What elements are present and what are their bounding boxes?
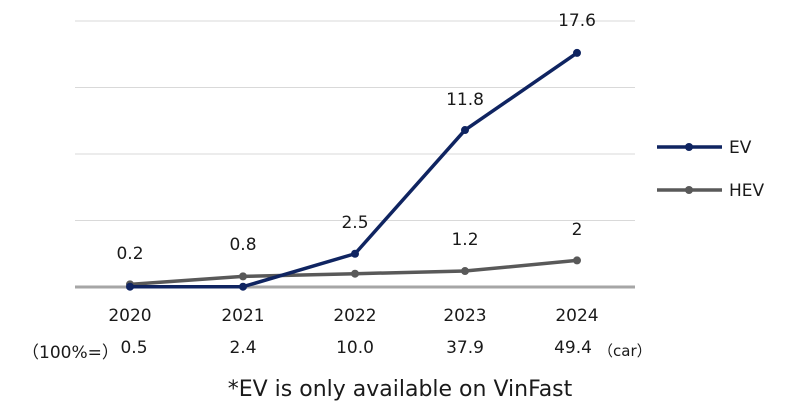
legend: EV HEV bbox=[657, 138, 765, 201]
data-label: 2 bbox=[572, 220, 583, 240]
data-label: 11.8 bbox=[446, 90, 484, 110]
x-tick-label-2022: 2022 bbox=[333, 306, 376, 326]
footnote: *EV is only available on VinFast bbox=[227, 377, 573, 402]
hev-point-2021 bbox=[239, 272, 247, 281]
ev-point-2021 bbox=[239, 282, 247, 291]
x-tick-label-2023: 2023 bbox=[443, 306, 486, 326]
total-value-2020: 0.5 bbox=[120, 338, 148, 358]
totals-unit: （car） bbox=[598, 342, 652, 360]
ev-point-2020 bbox=[126, 282, 134, 291]
data-label: 0.2 bbox=[116, 244, 143, 264]
gridlines bbox=[75, 20, 635, 221]
hev-point-2024 bbox=[573, 256, 581, 265]
ev-point-2023 bbox=[461, 126, 469, 135]
total-value-2021: 2.4 bbox=[229, 338, 257, 358]
x-tick-label-2024: 2024 bbox=[555, 306, 598, 326]
ev-point-2024 bbox=[573, 48, 581, 57]
hev-point-2022 bbox=[351, 269, 359, 278]
x-tick-label-2020: 2020 bbox=[108, 306, 151, 326]
total-value-2024: 49.4 bbox=[554, 338, 592, 358]
data-labels: 0.2 0.8 2.5 11.8 17.6 1.2 2 bbox=[116, 11, 595, 264]
series-layer bbox=[126, 48, 581, 291]
hev-point-2023 bbox=[461, 267, 469, 276]
hev-legend-marker bbox=[685, 186, 693, 194]
data-label: 1.2 bbox=[451, 230, 478, 250]
ev-legend-label: EV bbox=[729, 138, 752, 158]
x-tick-labels: 2020 2021 2022 2023 2024 bbox=[108, 306, 598, 326]
x-tick-label-2021: 2021 bbox=[221, 306, 264, 326]
totals-row-label: （100%=） bbox=[22, 343, 119, 363]
hev-legend-label: HEV bbox=[729, 181, 765, 201]
ev-point-2022 bbox=[351, 249, 359, 258]
total-value-2023: 37.9 bbox=[446, 338, 484, 358]
total-value-2022: 10.0 bbox=[336, 338, 374, 358]
data-label: 2.5 bbox=[341, 213, 368, 233]
data-label: 0.8 bbox=[229, 235, 256, 255]
ev-legend-marker bbox=[685, 143, 693, 151]
data-label: 17.6 bbox=[558, 11, 596, 31]
